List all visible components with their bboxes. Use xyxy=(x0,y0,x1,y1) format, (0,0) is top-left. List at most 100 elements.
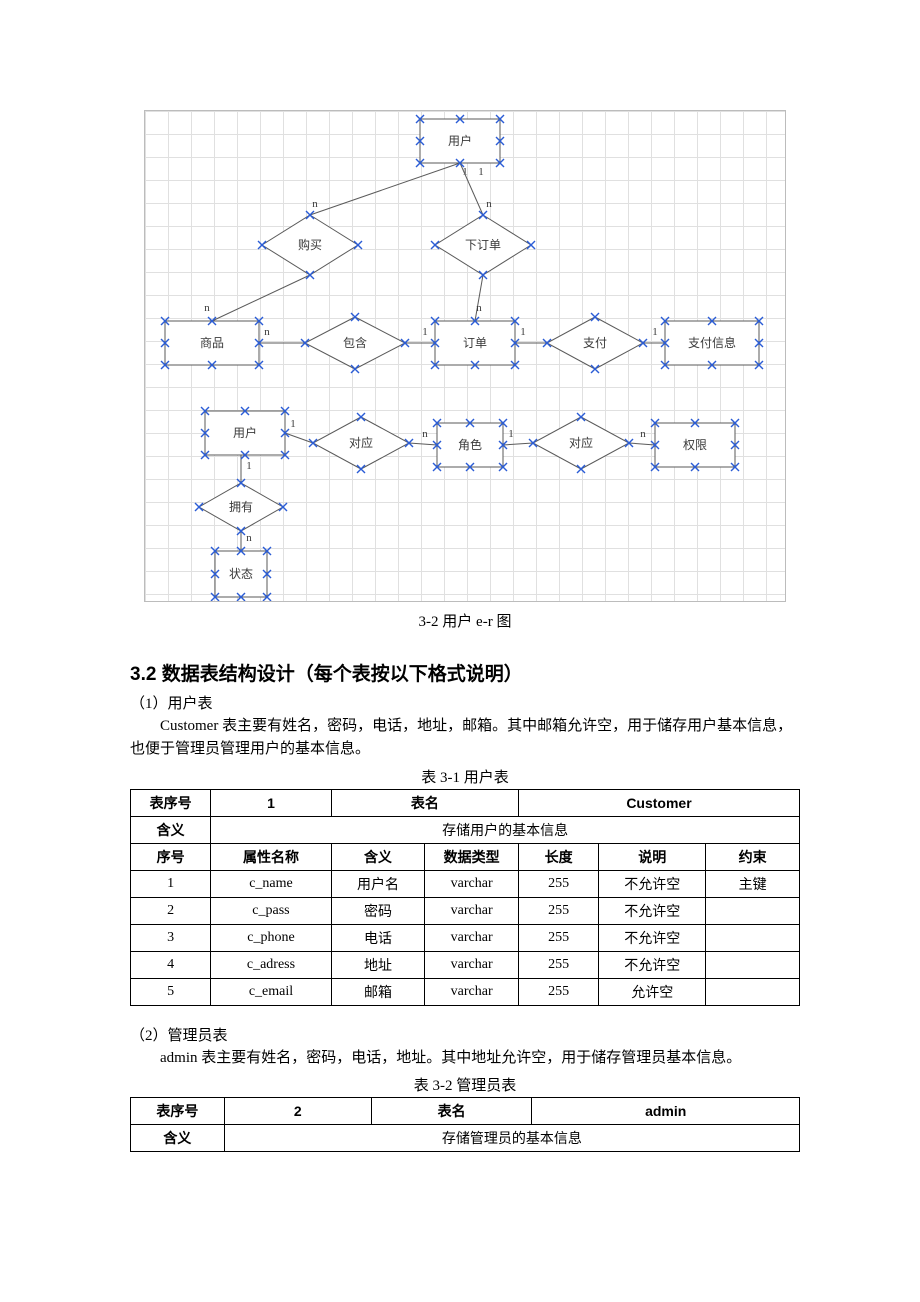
svg-text:n: n xyxy=(264,326,270,338)
svg-text:状态: 状态 xyxy=(229,567,253,581)
sub2-head: （2）管理员表 xyxy=(130,1024,800,1045)
table-cell: 2 xyxy=(131,897,211,924)
svg-text:1: 1 xyxy=(478,166,484,178)
th-tname: 表名 xyxy=(331,789,518,816)
table-cell xyxy=(706,978,800,1005)
svg-text:1: 1 xyxy=(422,326,428,338)
table-cell: 5 xyxy=(131,978,211,1005)
th2-tname: 表名 xyxy=(371,1097,532,1124)
col-header: 数据类型 xyxy=(425,843,519,870)
td2-tname: admin xyxy=(532,1097,800,1124)
td-seqno: 1 xyxy=(211,789,331,816)
table-cell: varchar xyxy=(425,951,519,978)
table-cell xyxy=(706,924,800,951)
col-header: 说明 xyxy=(599,843,706,870)
th2-seqno: 表序号 xyxy=(131,1097,225,1124)
svg-text:订单: 订单 xyxy=(463,336,487,350)
table-cell: 255 xyxy=(518,897,598,924)
admin-table: 表序号 2 表名 admin 含义 存储管理员的基本信息 xyxy=(130,1097,800,1152)
table-cell xyxy=(706,897,800,924)
svg-text:1: 1 xyxy=(290,418,296,430)
td-meaning: 存储用户的基本信息 xyxy=(211,816,800,843)
table-cell: 255 xyxy=(518,951,598,978)
table-cell: varchar xyxy=(425,870,519,897)
table-cell: 255 xyxy=(518,978,598,1005)
table-cell: 密码 xyxy=(331,897,425,924)
table-cell: 用户名 xyxy=(331,870,425,897)
svg-text:1: 1 xyxy=(652,326,658,338)
table-cell: 不允许空 xyxy=(599,897,706,924)
table-cell: 255 xyxy=(518,870,598,897)
svg-text:n: n xyxy=(486,198,492,210)
table-cell: 不允许空 xyxy=(599,870,706,897)
sub1-head: （1）用户表 xyxy=(130,692,800,713)
svg-text:拥有: 拥有 xyxy=(229,500,253,514)
table-cell: 3 xyxy=(131,924,211,951)
col-header: 长度 xyxy=(518,843,598,870)
table-cell: 主键 xyxy=(706,870,800,897)
table-cell: c_email xyxy=(211,978,331,1005)
table-cell: 4 xyxy=(131,951,211,978)
svg-text:1: 1 xyxy=(508,428,514,440)
table-row: 5c_email邮箱varchar255允许空 xyxy=(131,978,800,1005)
col-header: 属性名称 xyxy=(211,843,331,870)
section-title: 3.2 数据表结构设计（每个表按以下格式说明） xyxy=(130,659,800,686)
table-cell: 电话 xyxy=(331,924,425,951)
svg-text:1: 1 xyxy=(462,166,468,178)
svg-text:用户: 用户 xyxy=(233,425,257,440)
svg-text:n: n xyxy=(246,532,252,544)
svg-text:角色: 角色 xyxy=(458,438,482,452)
svg-text:用户: 用户 xyxy=(448,133,472,148)
td2-seqno: 2 xyxy=(224,1097,371,1124)
table-cell: 255 xyxy=(518,924,598,951)
table-cell: c_name xyxy=(211,870,331,897)
col-header: 含义 xyxy=(331,843,425,870)
table-cell: 1 xyxy=(131,870,211,897)
svg-text:1: 1 xyxy=(520,326,526,338)
table-cell: varchar xyxy=(425,924,519,951)
svg-text:n: n xyxy=(476,302,482,314)
svg-text:n: n xyxy=(204,302,210,314)
table-row: 3c_phone电话varchar255不允许空 xyxy=(131,924,800,951)
svg-text:n: n xyxy=(312,198,318,210)
svg-text:权限: 权限 xyxy=(683,438,707,452)
table-cell xyxy=(706,951,800,978)
table-cell: c_adress xyxy=(211,951,331,978)
svg-text:n: n xyxy=(422,428,428,440)
col-header: 约束 xyxy=(706,843,800,870)
table-cell: 不允许空 xyxy=(599,951,706,978)
table-cell: varchar xyxy=(425,897,519,924)
svg-text:商品: 商品 xyxy=(200,335,224,350)
table-cell: varchar xyxy=(425,978,519,1005)
table-cell: c_phone xyxy=(211,924,331,951)
table-cell: c_pass xyxy=(211,897,331,924)
table2-caption: 表 3-2 管理员表 xyxy=(130,1074,800,1095)
er-svg: 1n1nnnn1111n1n1n用户商品订单支付信息用户角色权限状态购买下订单包… xyxy=(145,111,785,601)
table-row: 4c_adress地址varchar255不允许空 xyxy=(131,951,800,978)
table-cell: 邮箱 xyxy=(331,978,425,1005)
sub1-para: Customer 表主要有姓名，密码，电话，地址，邮箱。其中邮箱允许空，用于储存… xyxy=(130,715,800,762)
svg-text:1: 1 xyxy=(246,460,252,472)
svg-text:对应: 对应 xyxy=(569,435,593,450)
td-tname: Customer xyxy=(518,789,799,816)
svg-text:n: n xyxy=(640,428,646,440)
svg-text:下订单: 下订单 xyxy=(465,238,501,252)
sub2-para: admin 表主要有姓名，密码，电话，地址。其中地址允许空，用于储存管理员基本信… xyxy=(130,1047,800,1070)
table-cell: 不允许空 xyxy=(599,924,706,951)
table-row: 2c_pass密码varchar255不允许空 xyxy=(131,897,800,924)
td2-meaning: 存储管理员的基本信息 xyxy=(224,1124,799,1151)
svg-text:对应: 对应 xyxy=(349,435,373,450)
table1-caption: 表 3-1 用户表 xyxy=(130,766,800,787)
th-seqno: 表序号 xyxy=(131,789,211,816)
table-row: 1c_name用户名varchar255不允许空主键 xyxy=(131,870,800,897)
col-header: 序号 xyxy=(131,843,211,870)
customer-table: 表序号 1 表名 Customer 含义 存储用户的基本信息 序号属性名称含义数… xyxy=(130,789,800,1006)
svg-text:支付信息: 支付信息 xyxy=(688,335,736,350)
svg-text:支付: 支付 xyxy=(583,336,607,350)
th-meaning: 含义 xyxy=(131,816,211,843)
diagram-caption: 3-2 用户 e-r 图 xyxy=(130,610,800,631)
svg-text:购买: 购买 xyxy=(298,237,322,252)
table-cell: 地址 xyxy=(331,951,425,978)
er-diagram: 1n1nnnn1111n1n1n用户商品订单支付信息用户角色权限状态购买下订单包… xyxy=(144,110,786,602)
table-cell: 允许空 xyxy=(599,978,706,1005)
